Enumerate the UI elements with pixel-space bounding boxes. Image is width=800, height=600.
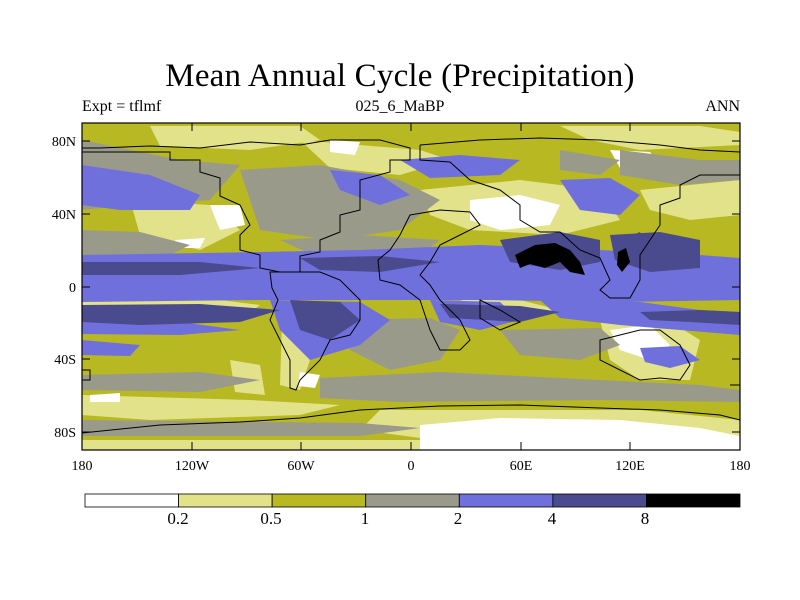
colorbar-label: 0.2 — [167, 509, 188, 528]
case-label: 025_6_MaBP — [355, 98, 445, 115]
band-below-0.2 — [90, 140, 740, 450]
coastlines — [82, 137, 740, 434]
y-tick-label: 80N — [52, 135, 76, 150]
x-tick-label: 0 — [408, 459, 415, 474]
colorbar-label: 8 — [641, 509, 650, 528]
x-tick-marks — [81, 123, 741, 450]
experiment-label: Expt = tflmf — [82, 98, 162, 115]
band-above-8 — [515, 243, 630, 275]
y-tick-label: 80S — [54, 426, 76, 441]
x-tick-label: 120E — [615, 459, 645, 474]
y-tick-marks — [82, 140, 740, 433]
x-tick-label: 60E — [510, 459, 533, 474]
page-title: Mean Annual Cycle (Precipitation) — [165, 58, 635, 94]
colorbar-swatch — [646, 493, 741, 508]
colorbar-swatch — [365, 493, 460, 508]
colorbar-label: 4 — [548, 509, 557, 528]
x-tick-label: 180 — [72, 459, 93, 474]
y-tick-label: 40S — [54, 353, 76, 368]
colorbar-swatch — [458, 493, 554, 508]
x-tick-label: 120W — [175, 459, 210, 474]
colorbar-label: 1 — [361, 509, 370, 528]
colorbar-swatch — [178, 493, 273, 508]
colorbar-label: 0.5 — [260, 509, 281, 528]
x-tick-label: 60W — [287, 459, 315, 474]
precipitation-field — [82, 123, 740, 450]
y-tick-label: 40N — [52, 208, 76, 223]
colorbar-label: 2 — [454, 509, 463, 528]
x-tick-label: 180 — [730, 459, 751, 474]
colorbar-swatch — [552, 493, 647, 508]
colorbar — [84, 493, 741, 508]
season-label: ANN — [705, 98, 740, 115]
colorbar-swatch — [84, 493, 179, 508]
y-tick-label: 0 — [69, 281, 76, 296]
colorbar-swatch — [271, 493, 367, 508]
